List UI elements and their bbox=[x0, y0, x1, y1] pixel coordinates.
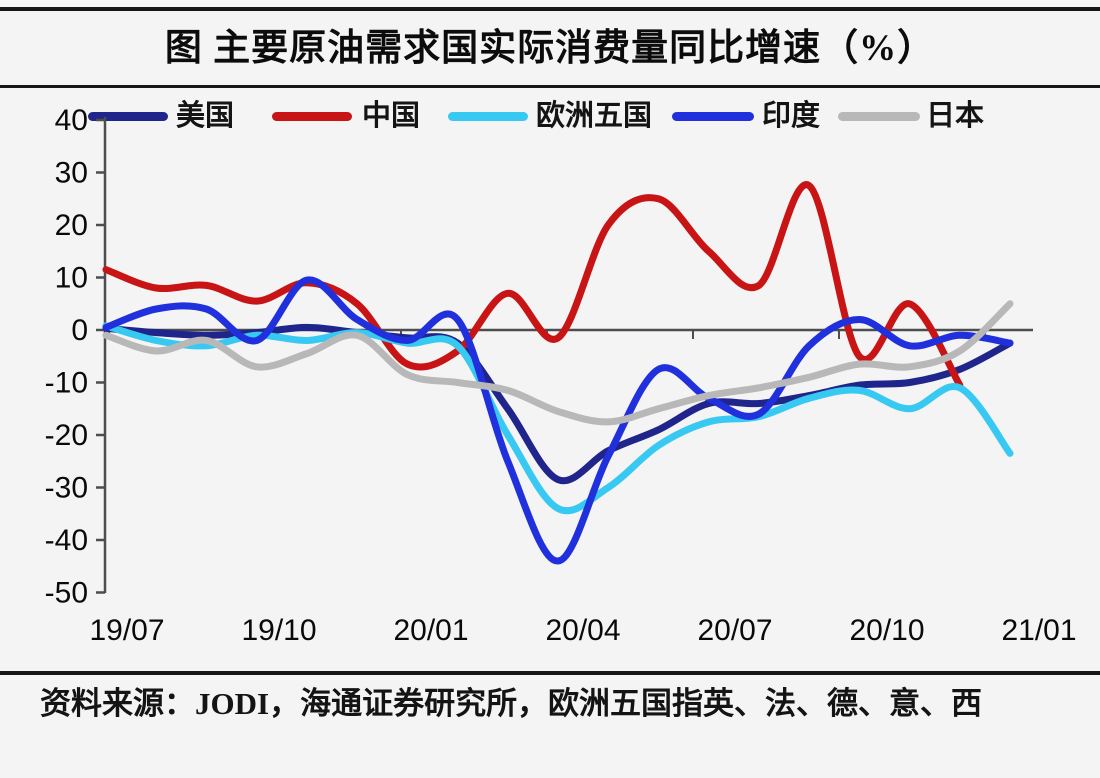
x-axis-label: 19/10 bbox=[241, 614, 316, 647]
x-axis-label: 20/10 bbox=[849, 614, 924, 647]
x-axis-label: 20/01 bbox=[393, 614, 468, 647]
source-note: 资料来源：JODI，海通证券研究所，欧洲五国指英、法、德、意、西 bbox=[40, 686, 983, 721]
page-title: 图 主要原油需求国实际消费量同比增速（%） bbox=[164, 28, 936, 69]
source-divider bbox=[0, 671, 1100, 675]
y-axis-label: 0 bbox=[71, 314, 88, 347]
series-line-japan bbox=[102, 300, 1014, 426]
y-axis-label: 30 bbox=[55, 157, 88, 190]
legend-swatch-icon-japan bbox=[838, 112, 920, 121]
legend-label-europe5: 欧洲五国 bbox=[536, 100, 653, 132]
x-axis-label: 19/07 bbox=[89, 614, 164, 647]
legend-swatch-icon-us bbox=[88, 112, 168, 121]
y-axis-label: -30 bbox=[45, 472, 88, 505]
legend-label-japan: 日本 bbox=[926, 100, 985, 132]
legend-swatch-icon-china bbox=[272, 112, 352, 121]
legend-swatch-icon-europe5 bbox=[448, 112, 528, 121]
y-axis-label: -10 bbox=[45, 367, 88, 400]
series-line-india bbox=[102, 276, 1014, 565]
legend-label-india: 印度 bbox=[762, 100, 821, 132]
x-axis-label: 20/04 bbox=[545, 614, 620, 647]
y-axis-label: 20 bbox=[55, 209, 88, 242]
y-axis-label: 40 bbox=[55, 104, 88, 137]
y-axis-label: -50 bbox=[45, 577, 88, 610]
legend: 美国 中国 欧洲五国 印度 日本 bbox=[0, 101, 1100, 133]
y-axis-label: -20 bbox=[45, 419, 88, 452]
x-axis-label: 20/07 bbox=[697, 614, 772, 647]
legend-label-china: 中国 bbox=[362, 100, 421, 132]
x-axis-label: 21/01 bbox=[1001, 614, 1076, 647]
y-axis-label: -40 bbox=[45, 524, 88, 557]
legend-label-us: 美国 bbox=[176, 100, 235, 132]
legend-swatch-icon-india bbox=[672, 112, 754, 121]
title-divider bbox=[0, 85, 1100, 88]
series-line-china bbox=[102, 181, 964, 389]
y-axis-label: 10 bbox=[55, 262, 88, 295]
top-divider bbox=[0, 7, 1100, 11]
